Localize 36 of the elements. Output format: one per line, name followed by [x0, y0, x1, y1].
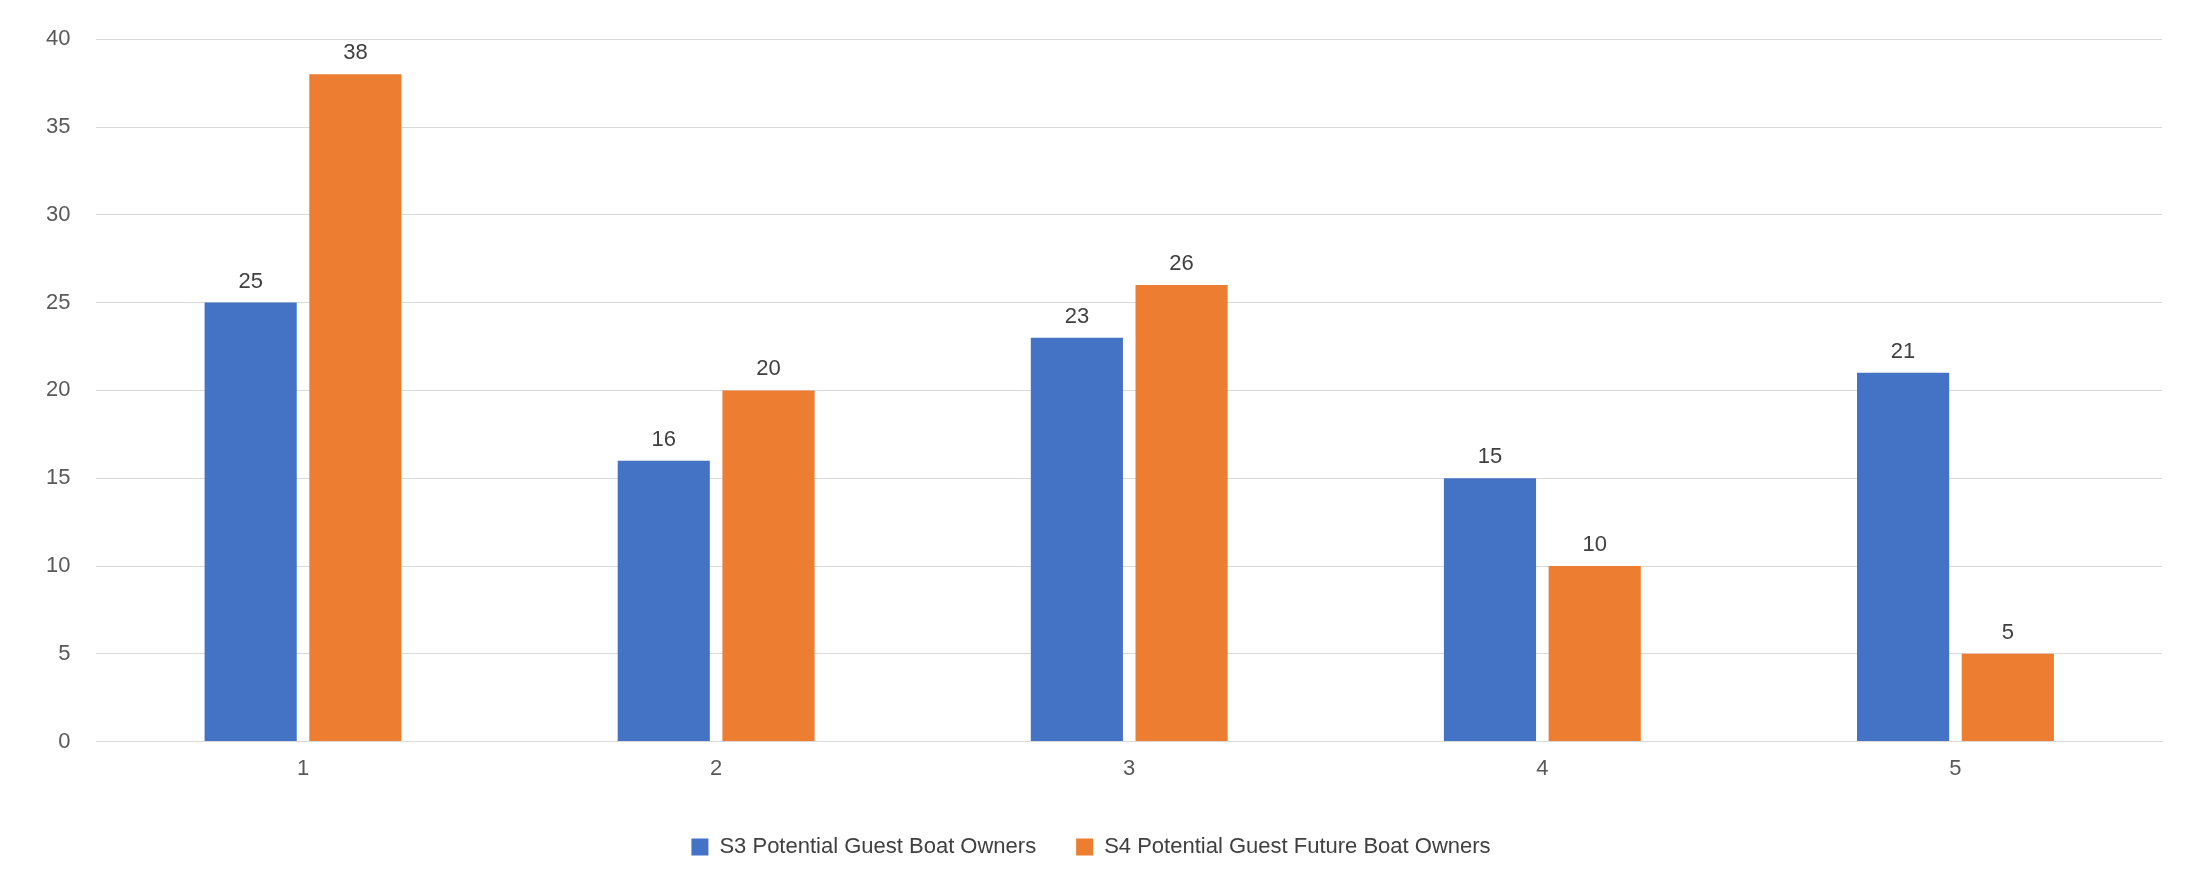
- y-tick-label: 0: [58, 727, 71, 753]
- x-tick-label: 5: [1949, 754, 1962, 780]
- y-tick-label: 20: [45, 376, 71, 402]
- data-label: 10: [1582, 531, 1607, 557]
- x-tick-label: 3: [1123, 754, 1136, 780]
- y-tick-label: 35: [45, 113, 71, 139]
- data-label: 38: [343, 39, 368, 65]
- y-tick-label: 10: [45, 552, 71, 578]
- bar: [1961, 653, 2054, 742]
- data-label: 20: [756, 355, 781, 381]
- x-tick-label: 4: [1536, 754, 1549, 780]
- bar: [309, 74, 402, 742]
- y-tick-label: 5: [58, 639, 71, 665]
- bar: [1030, 337, 1123, 742]
- data-label: 26: [1169, 250, 1194, 276]
- y-tick-label: 30: [45, 200, 71, 226]
- x-tick-label: 2: [710, 754, 723, 780]
- bar: [204, 302, 297, 742]
- bar: [1135, 285, 1228, 742]
- data-label: 5: [2001, 618, 2014, 644]
- y-tick-label: 15: [45, 464, 71, 490]
- bar: [722, 390, 815, 742]
- data-label: 21: [1890, 337, 1916, 363]
- data-label: 25: [238, 267, 263, 293]
- y-tick-label: 40: [45, 25, 71, 51]
- legend-label: S4 Potential Guest Future Boat Owners: [1104, 833, 1491, 859]
- bar: [1857, 372, 1950, 742]
- bar: [1443, 478, 1537, 742]
- data-label: 16: [651, 425, 677, 451]
- data-label: 23: [1064, 302, 1090, 328]
- y-tick-label: 25: [45, 288, 71, 314]
- bar: [1548, 566, 1641, 742]
- data-label: 15: [1477, 443, 1503, 469]
- legend-label: S3 Potential Guest Boat Owners: [719, 833, 1037, 859]
- x-tick-label: 1: [296, 754, 310, 780]
- bar: [617, 460, 710, 742]
